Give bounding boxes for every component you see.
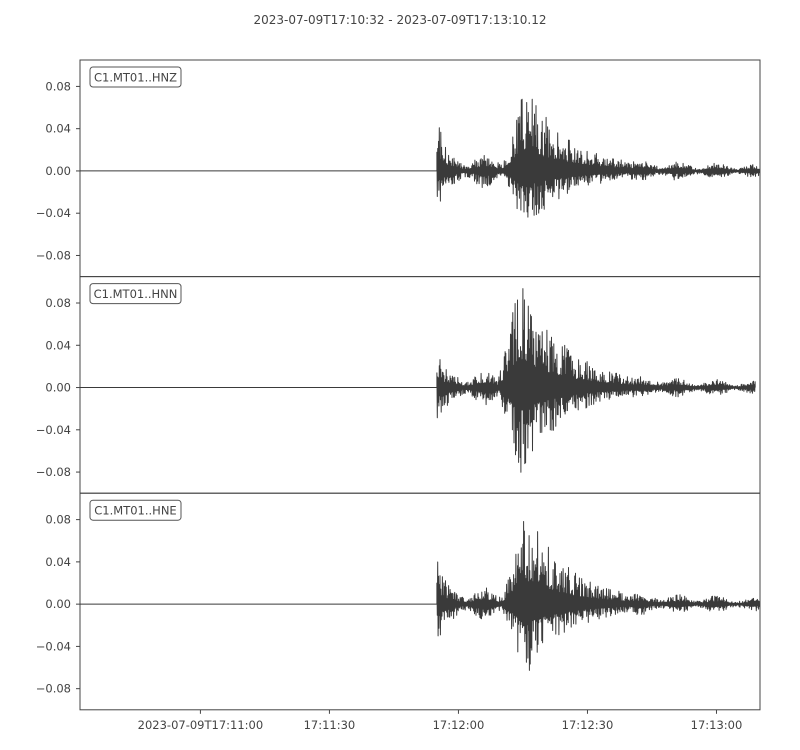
channel-label-box bbox=[89, 66, 182, 88]
y-tick-label: −0.08 bbox=[36, 465, 71, 479]
panel-frame bbox=[79, 59, 761, 278]
channel-label-text: C1.MT01..HNZ bbox=[94, 71, 177, 85]
y-tick-label: 0.04 bbox=[45, 122, 71, 136]
y-tick-label: −0.04 bbox=[36, 639, 71, 653]
channel-label-box bbox=[89, 499, 182, 521]
y-tick-label: 0.04 bbox=[45, 555, 71, 569]
waveform-trace bbox=[80, 98, 760, 218]
x-tick-label: 17:13:00 bbox=[691, 718, 743, 732]
y-tick-label: 0.00 bbox=[45, 381, 71, 395]
y-tick-label: 0.08 bbox=[45, 79, 71, 93]
y-tick-label: 0.08 bbox=[45, 296, 71, 310]
channel-label: C1.MT01..HNN bbox=[89, 283, 182, 305]
trace-panel: −0.08 −0.04 0.00 0.04 0.08 C1.MT01..HNN bbox=[36, 276, 761, 494]
y-tick-label: −0.04 bbox=[36, 423, 71, 437]
channel-label-text: C1.MT01..HNN bbox=[94, 287, 178, 301]
y-tick-label: 0.08 bbox=[45, 513, 71, 527]
y-tick-label: 0.00 bbox=[45, 597, 71, 611]
y-tick-label: 0.04 bbox=[45, 338, 71, 352]
x-tick-label: 17:11:30 bbox=[304, 718, 356, 732]
x-tick-label: 17:12:00 bbox=[433, 718, 485, 732]
y-tick-label: −0.08 bbox=[36, 682, 71, 696]
y-tick-label: −0.08 bbox=[36, 248, 71, 262]
channel-label-text: C1.MT01..HNE bbox=[94, 504, 176, 518]
trace-panel: −0.08 −0.04 0.00 0.04 0.08 C1.MT01..HNE bbox=[36, 492, 761, 711]
chart-title: 2023-07-09T17:10:32 - 2023-07-09T17:13:1… bbox=[253, 13, 547, 27]
panel-frame bbox=[79, 492, 761, 711]
trace-panel: −0.08 −0.04 0.00 0.04 0.08 C1.MT01..HNZ bbox=[36, 59, 761, 278]
waveform-trace bbox=[80, 288, 756, 473]
x-tick-label: 17:12:30 bbox=[562, 718, 614, 732]
channel-label: C1.MT01..HNZ bbox=[89, 66, 182, 88]
waveform-trace bbox=[80, 521, 760, 671]
channel-label: C1.MT01..HNE bbox=[89, 499, 182, 521]
x-tick-label: 2023-07-09T17:11:00 bbox=[138, 718, 264, 732]
y-tick-label: −0.04 bbox=[36, 206, 71, 220]
channel-label-box bbox=[89, 283, 182, 305]
y-tick-label: 0.00 bbox=[45, 164, 71, 178]
